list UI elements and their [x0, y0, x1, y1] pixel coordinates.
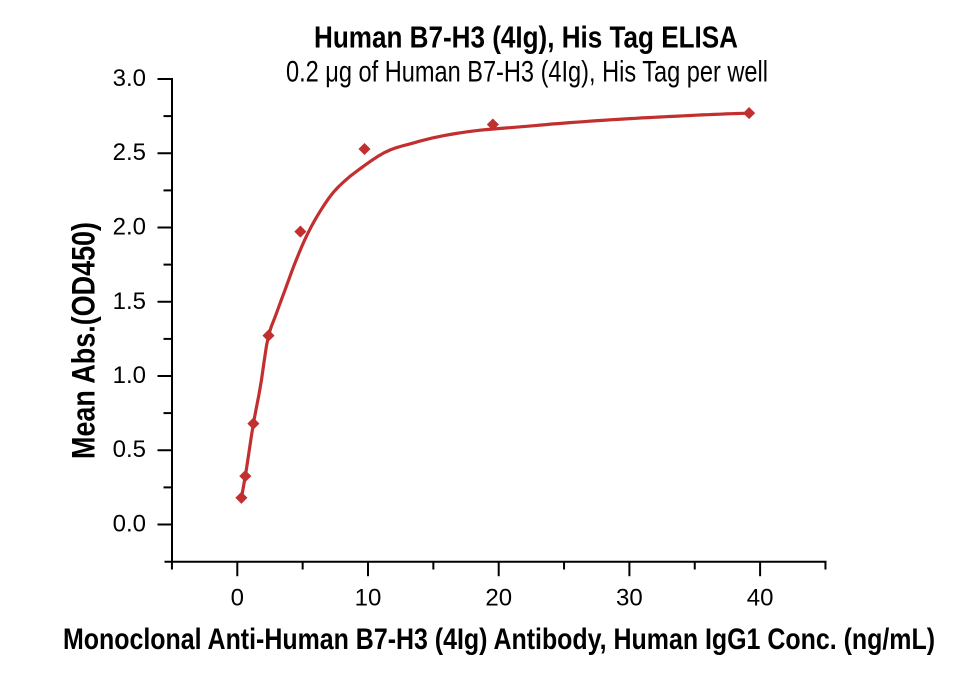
svg-text:Monoclonal Anti-Human B7-H3 (4: Monoclonal Anti-Human B7-H3 (4Ig) Antibo…: [63, 623, 935, 656]
svg-text:10: 10: [355, 585, 382, 612]
svg-text:40: 40: [747, 585, 774, 612]
svg-text:Human B7-H3 (4Ig), His Tag ELI: Human B7-H3 (4Ig), His Tag ELISA: [314, 19, 738, 54]
svg-text:2.0: 2.0: [113, 214, 146, 241]
svg-text:0.5: 0.5: [113, 436, 146, 463]
svg-text:0.2 μg of Human B7-H3 (4Ig), H: 0.2 μg of Human B7-H3 (4Ig), His Tag per…: [286, 56, 768, 89]
svg-text:2.5: 2.5: [113, 139, 146, 166]
svg-text:1.5: 1.5: [113, 288, 146, 315]
svg-text:30: 30: [616, 585, 643, 612]
svg-text:Mean Abs.(OD450): Mean Abs.(OD450): [66, 222, 102, 459]
svg-text:0.0: 0.0: [113, 511, 146, 538]
svg-text:20: 20: [485, 585, 512, 612]
svg-text:3.0: 3.0: [113, 65, 146, 92]
svg-text:1.0: 1.0: [113, 362, 146, 389]
svg-text:0: 0: [231, 585, 244, 612]
